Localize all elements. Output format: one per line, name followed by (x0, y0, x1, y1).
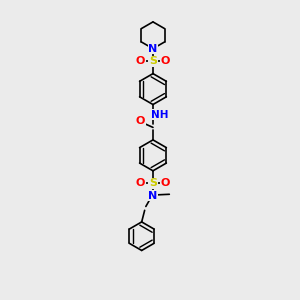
Text: O: O (161, 56, 170, 66)
Text: N: N (148, 191, 158, 201)
Text: N: N (148, 44, 158, 54)
Text: O: O (136, 178, 145, 188)
Text: NH: NH (151, 110, 169, 120)
Text: O: O (161, 178, 170, 188)
Text: O: O (136, 56, 145, 66)
Text: S: S (149, 56, 157, 66)
Text: S: S (149, 178, 157, 188)
Text: O: O (136, 116, 145, 126)
